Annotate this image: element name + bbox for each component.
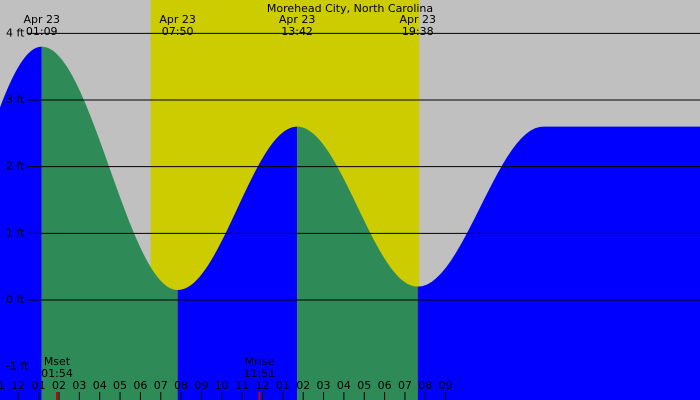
- y-tick-label: 1 ft: [6, 226, 25, 239]
- x-tick-label: 12: [11, 379, 25, 392]
- tide-event-date: Apr 23: [279, 13, 316, 26]
- y-tick-label: 4 ft: [6, 26, 25, 39]
- x-tick-label: 01: [32, 379, 46, 392]
- tide-areas: [0, 46, 700, 400]
- x-tick-label: 04: [337, 379, 351, 392]
- moon-event-time: 11:51: [244, 367, 276, 380]
- x-tick-label: 07: [154, 379, 168, 392]
- x-tick-label: 08: [174, 379, 188, 392]
- x-tick-label: 07: [398, 379, 412, 392]
- x-tick-label: 09: [439, 379, 453, 392]
- x-tick-label: 02: [52, 379, 66, 392]
- x-tick-label: 03: [72, 379, 86, 392]
- moon-event-label: Mrise: [245, 355, 275, 368]
- y-tick-label: 2 ft: [6, 160, 25, 173]
- tide-event-date: Apr 23: [399, 13, 436, 26]
- x-tick-label: 11: [235, 379, 249, 392]
- x-tick-label: 05: [113, 379, 127, 392]
- moon-event-time: 01:54: [41, 367, 73, 380]
- x-tick-label: 08: [418, 379, 432, 392]
- y-tick-label: 0 ft: [6, 293, 25, 306]
- y-tick-label: -1 ft: [6, 360, 29, 373]
- tide-event-time: 13:42: [281, 25, 313, 38]
- x-tick-label: 10: [215, 379, 229, 392]
- rising-tide-area: [417, 126, 700, 400]
- x-axis-ticks: 11 12 01 02 03 04 05 06 07 08 09 10 11 12 01 02 03 04 05 06…: [0, 379, 453, 400]
- tide-event-date: Apr 23: [159, 13, 196, 26]
- tide-event-time: 01:09: [26, 25, 58, 38]
- tide-event-time: 19:38: [402, 25, 434, 38]
- x-tick-label: 03: [317, 379, 331, 392]
- tide-event-time: 07:50: [162, 25, 194, 38]
- chart-title: Morehead City, North Carolina: [267, 2, 433, 15]
- y-gridlines: [27, 32, 700, 301]
- y-tick-label: 3 ft: [6, 93, 25, 106]
- x-tick-label: 09: [194, 379, 208, 392]
- falling-tide-area: [297, 126, 418, 400]
- tide-event-date: Apr 23: [23, 13, 60, 26]
- rising-tide-area: [177, 126, 298, 400]
- moon-event-label: Mset: [44, 355, 71, 368]
- x-tick-label: 04: [93, 379, 107, 392]
- x-tick-label: 06: [378, 379, 392, 392]
- x-tick-label: 05: [357, 379, 371, 392]
- x-tick-label: 01: [276, 379, 290, 392]
- x-tick-label: 11: [0, 379, 5, 392]
- falling-tide-area: [41, 46, 178, 400]
- rising-tide-area: [0, 46, 42, 400]
- y-axis-labels: 4 ft 3 ft 2 ft 1 ft 0 ft -1 ft: [6, 26, 29, 372]
- x-tick-label: 02: [296, 379, 310, 392]
- x-tick-label: 12: [256, 379, 270, 392]
- x-tick-label: 06: [133, 379, 147, 392]
